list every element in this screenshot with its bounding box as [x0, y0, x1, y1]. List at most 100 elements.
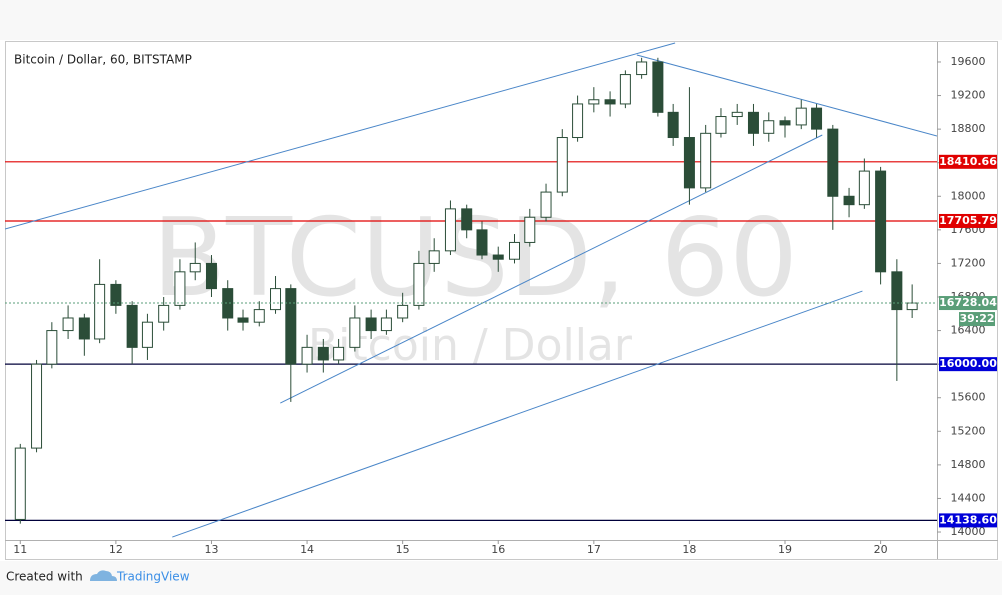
brand-link[interactable]: TradingView [116, 570, 190, 584]
candle-body [619, 74, 631, 105]
y-tick-label: 15200 [951, 424, 986, 437]
candle-body [891, 271, 903, 311]
x-tick-label: 16 [491, 543, 505, 556]
y-tick-label: 16400 [951, 324, 986, 337]
level-label: 16000.00 [939, 357, 997, 370]
candle-body [667, 111, 679, 139]
candle-body [301, 346, 313, 365]
x-tick-label: 19 [778, 543, 792, 556]
y-tick-label: 17200 [951, 256, 986, 269]
candle-body [747, 111, 759, 134]
y-tick-label: 14000 [951, 525, 986, 538]
level-label: 17705.79 [939, 214, 997, 227]
candle-body [78, 317, 90, 340]
countdown-bg [959, 312, 995, 327]
candle-body [270, 288, 282, 311]
chart-title: Bitcoin / Dollar, 60, BITSTAMP [14, 53, 192, 67]
top-bar [0, 0, 1002, 40]
candle-body [827, 128, 839, 197]
candle-body [763, 120, 775, 134]
candle-body [731, 111, 743, 118]
candle-body [380, 317, 392, 332]
candle-body [556, 137, 568, 193]
candle-body [126, 304, 138, 348]
candle-body [46, 330, 58, 365]
plot [5, 42, 937, 538]
y-tick-label: 18800 [951, 122, 986, 135]
last-price-bg [939, 296, 997, 311]
y-tick-label: 18000 [951, 189, 986, 202]
y-tick-label: 19200 [951, 89, 986, 102]
candle-body [652, 61, 664, 113]
candle-body [285, 288, 297, 365]
title-bg [7, 50, 197, 70]
x-tick-label: 15 [396, 543, 410, 556]
candle-body [189, 262, 201, 273]
candle-body [875, 170, 887, 273]
level-label: 14138.60 [939, 513, 997, 526]
candle-body [906, 302, 918, 311]
candle-body [14, 447, 26, 520]
candle-body [237, 317, 249, 323]
candle-body [811, 107, 823, 130]
candle-body [205, 262, 217, 290]
trendline [5, 42, 676, 230]
candle-body [604, 99, 616, 105]
candle-body [508, 241, 520, 260]
countdown: 39:22 [959, 312, 994, 325]
candle-body [333, 346, 345, 361]
level-label-bg [939, 154, 997, 169]
candle-body [253, 309, 265, 323]
candle-body [683, 137, 695, 189]
candle-body [349, 317, 361, 348]
chart-frame [5, 41, 998, 560]
level-label-bg [939, 357, 997, 372]
candle-body [524, 216, 536, 243]
candle-body [397, 304, 409, 319]
level-label-bg [939, 513, 997, 528]
trendline [172, 290, 863, 538]
footer-text: Created with [6, 570, 83, 584]
footer-bar [0, 561, 1002, 595]
x-tick-label: 18 [682, 543, 696, 556]
level-label-bg [939, 213, 997, 228]
level-label: 18410.66 [939, 155, 997, 168]
last-price-label: 16728.04 [939, 296, 997, 309]
candle-body [540, 191, 552, 218]
x-tick-label: 17 [587, 543, 601, 556]
candle-body [158, 304, 170, 323]
trendline [636, 54, 937, 137]
candle-body [413, 262, 425, 306]
candle-body [31, 363, 43, 449]
candle-body [141, 321, 153, 348]
candle-body [636, 61, 648, 76]
y-tick-label: 14400 [951, 491, 986, 504]
trendline [280, 134, 823, 404]
candle-body [222, 288, 234, 319]
candle-body [461, 208, 473, 231]
x-tick-label: 12 [109, 543, 123, 556]
candle-body [572, 103, 584, 139]
candle-body [317, 346, 329, 361]
x-tick-label: 11 [13, 543, 27, 556]
candle-body [174, 271, 186, 306]
candle-body [110, 283, 122, 306]
candle-body [365, 317, 377, 332]
candle-body [843, 195, 855, 206]
candle-body [779, 120, 791, 126]
candle-body [62, 317, 74, 332]
candle-body [588, 99, 600, 105]
candle-body [476, 229, 488, 256]
x-tick-label: 20 [874, 543, 888, 556]
watermark: BTCUSD, 60 [152, 196, 798, 321]
y-tick-label: 19600 [951, 55, 986, 68]
x-tick-label: 14 [300, 543, 314, 556]
brand-logo[interactable] [90, 570, 117, 581]
candle-body [94, 283, 106, 340]
candle-body [700, 132, 712, 189]
candle-body [795, 107, 807, 126]
y-tick-label: 15600 [951, 391, 986, 404]
candle-body [428, 250, 440, 264]
candle-body [492, 254, 504, 260]
